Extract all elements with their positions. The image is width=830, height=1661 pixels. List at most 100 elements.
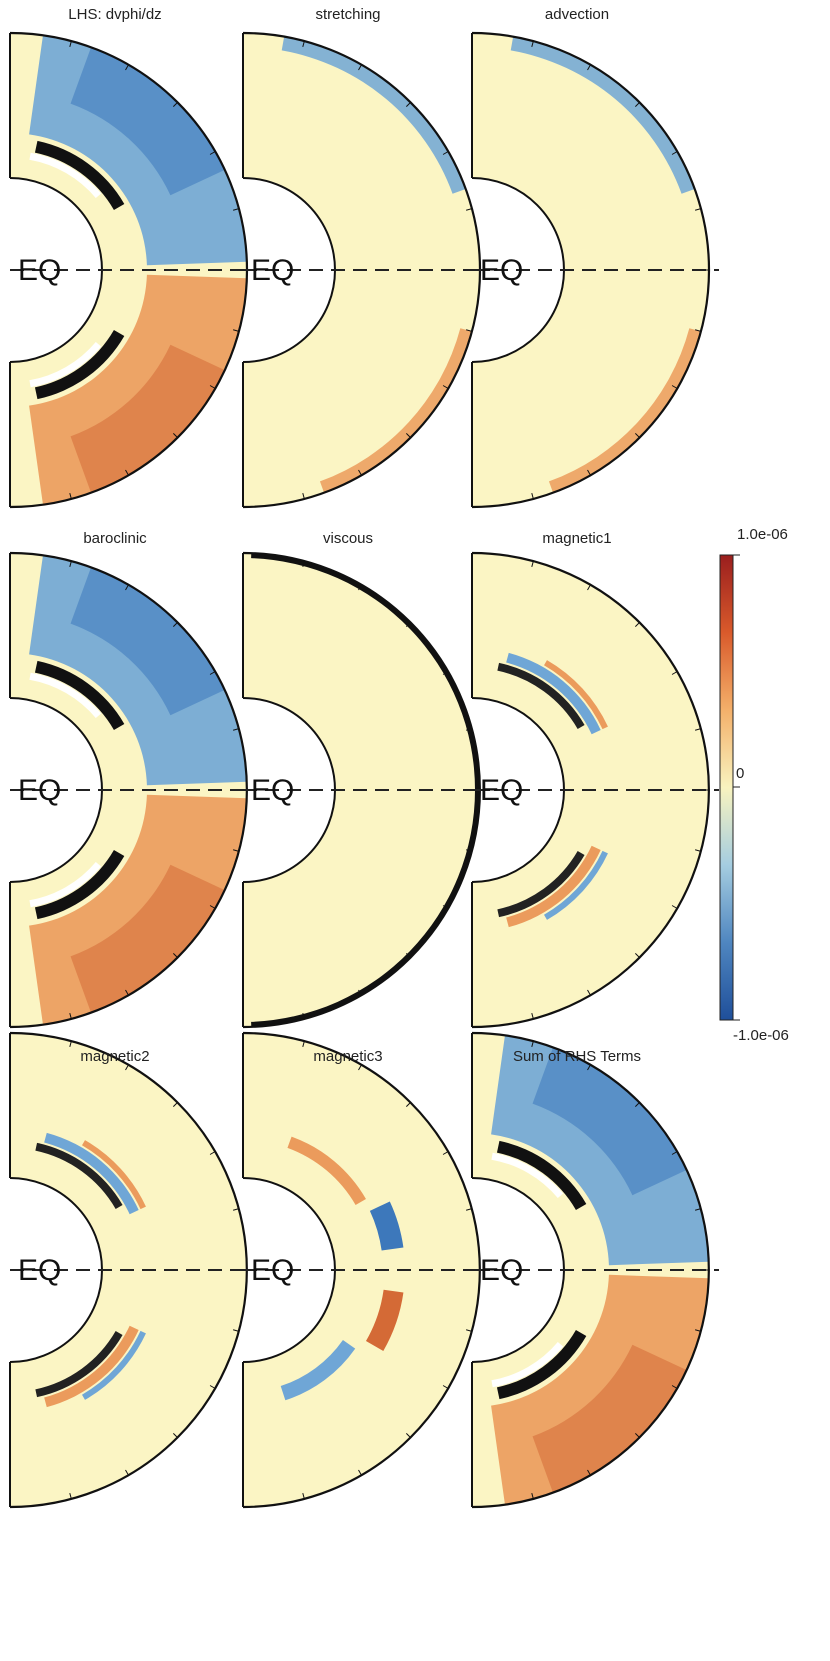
colorbar bbox=[719, 554, 740, 1021]
boundary-tick bbox=[302, 1040, 305, 1048]
boundary-tick bbox=[587, 1064, 591, 1071]
boundary-tick bbox=[209, 1151, 216, 1155]
boundary-tick bbox=[172, 622, 178, 628]
boundary-tick bbox=[587, 64, 591, 71]
boundary-tick bbox=[69, 560, 72, 568]
south-streak-a bbox=[506, 845, 601, 928]
boundary-tick bbox=[442, 1151, 449, 1155]
equator-label: EQ bbox=[251, 254, 294, 287]
boundary-tick bbox=[465, 1208, 473, 1211]
boundary-tick bbox=[442, 905, 449, 909]
boundary-tick bbox=[125, 1064, 129, 1071]
boundary-tick bbox=[634, 622, 640, 628]
equator-label: EQ bbox=[251, 1254, 294, 1287]
panel: EQ bbox=[242, 31, 490, 509]
panel-title: magnetic3 bbox=[313, 1048, 383, 1065]
boundary-tick bbox=[405, 952, 411, 958]
equator-label: EQ bbox=[480, 1254, 523, 1287]
north-streak-c bbox=[544, 660, 608, 730]
boundary-tick bbox=[172, 952, 178, 958]
panel-title: Sum of RHS Terms bbox=[512, 1048, 642, 1065]
south-streak-c bbox=[544, 850, 608, 920]
south-streak bbox=[34, 850, 125, 920]
north-streak-a bbox=[44, 1132, 139, 1215]
north-streak-light bbox=[29, 152, 102, 199]
boundary-tick bbox=[405, 432, 411, 438]
boundary-tick bbox=[587, 469, 591, 476]
north-core bbox=[532, 1047, 687, 1196]
south-blob bbox=[365, 1289, 404, 1351]
panel: EQ bbox=[242, 551, 490, 1029]
north-edge bbox=[510, 36, 695, 194]
boundary-tick bbox=[69, 40, 72, 48]
boundary-tick bbox=[125, 469, 129, 476]
boundary-tick bbox=[694, 1208, 702, 1211]
south-streak-b bbox=[497, 851, 585, 918]
boundary-tick bbox=[405, 1432, 411, 1438]
boundary-tick bbox=[209, 151, 216, 155]
boundary-tick bbox=[634, 102, 640, 108]
boundary-tick bbox=[69, 492, 72, 500]
boundary-tick bbox=[671, 151, 678, 155]
boundary-tick bbox=[358, 584, 362, 591]
north-streak-b bbox=[497, 662, 585, 729]
north-core bbox=[70, 567, 225, 716]
panel-title: baroclinic bbox=[83, 530, 147, 547]
boundary-tick bbox=[302, 1492, 305, 1500]
boundary-tick bbox=[209, 905, 216, 909]
boundary-tick bbox=[69, 1012, 72, 1020]
south-streak bbox=[34, 330, 125, 400]
boundary-tick bbox=[232, 728, 240, 731]
boundary-tick bbox=[302, 560, 305, 568]
colorbar-mid-label: 0 bbox=[736, 765, 745, 782]
boundary-tick bbox=[172, 1432, 178, 1438]
boundary-tick bbox=[634, 1102, 640, 1108]
panel-title: magnetic2 bbox=[80, 1048, 150, 1065]
south-streak-b bbox=[35, 1331, 123, 1398]
boundary-tick bbox=[358, 989, 362, 996]
boundary-tick bbox=[587, 1469, 591, 1476]
panel: EQ bbox=[471, 551, 719, 1029]
boundary-tick bbox=[358, 64, 362, 71]
boundary-tick bbox=[671, 905, 678, 909]
boundary-tick bbox=[302, 492, 305, 500]
panel: EQ bbox=[242, 1031, 490, 1509]
south-streak-light bbox=[29, 861, 102, 908]
boundary-tick bbox=[125, 1469, 129, 1476]
equator-label: EQ bbox=[18, 774, 61, 807]
panel: EQ bbox=[471, 1031, 719, 1509]
boundary-tick bbox=[694, 1329, 702, 1332]
boundary-tick bbox=[302, 1012, 305, 1020]
boundary-tick bbox=[209, 1385, 216, 1389]
boundary-tick bbox=[358, 1469, 362, 1476]
south-streak bbox=[496, 1330, 587, 1400]
panel-title: advection bbox=[544, 6, 610, 23]
boundary-tick bbox=[232, 1329, 240, 1332]
panels-layer: EQ EQ EQ EQ EQ EQ EQ EQ EQ bbox=[9, 31, 719, 1509]
boundary-tick bbox=[634, 952, 640, 958]
north-streak-b bbox=[35, 1142, 123, 1209]
boundary-tick bbox=[405, 622, 411, 628]
north-streak-light bbox=[491, 1152, 564, 1199]
south-core bbox=[532, 1344, 687, 1493]
boundary-tick bbox=[69, 1040, 72, 1048]
colorbar-gradient bbox=[719, 554, 734, 1021]
boundary-tick bbox=[125, 64, 129, 71]
boundary-tick bbox=[671, 1385, 678, 1389]
panel-title: stretching bbox=[315, 6, 381, 23]
boundary-tick bbox=[694, 329, 702, 332]
south-streak-light bbox=[29, 341, 102, 388]
equator-label: EQ bbox=[251, 774, 294, 807]
boundary-tick bbox=[531, 40, 534, 48]
boundary-tick bbox=[405, 1102, 411, 1108]
boundary-tick bbox=[671, 385, 678, 389]
boundary-tick bbox=[302, 40, 305, 48]
boundary-tick bbox=[531, 492, 534, 500]
boundary-tick bbox=[358, 1064, 362, 1071]
south-streak-light bbox=[491, 1341, 564, 1388]
colorbar-max-label: 1.0e-06 bbox=[737, 526, 788, 543]
boundary-tick bbox=[125, 584, 129, 591]
equator-label: EQ bbox=[480, 774, 523, 807]
boundary-tick bbox=[358, 469, 362, 476]
south-streak-c bbox=[82, 1330, 146, 1400]
